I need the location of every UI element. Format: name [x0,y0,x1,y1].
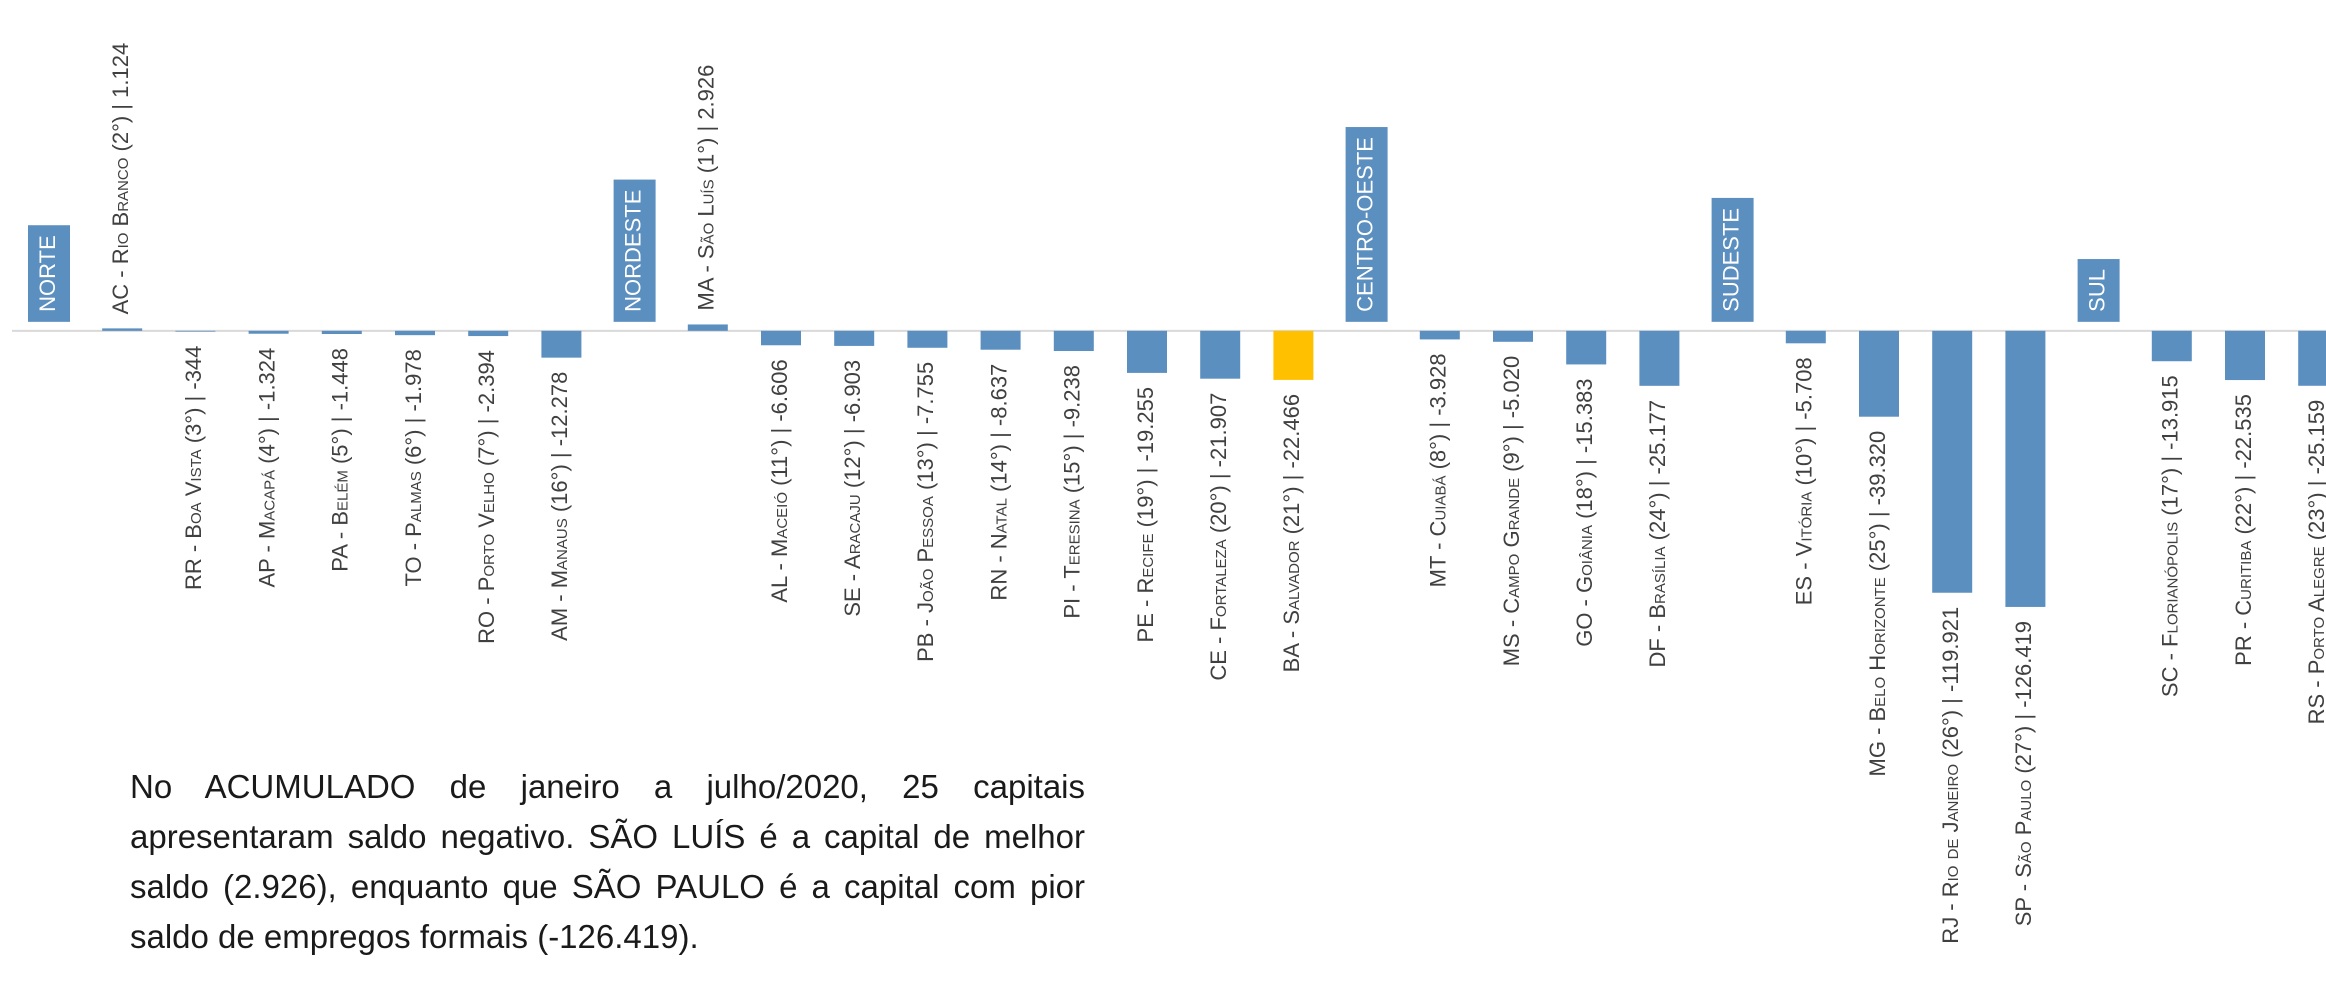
bar [1859,330,1899,417]
bar [1932,330,1973,593]
category-label: PI - Teresina (15°) | -9.238 [1060,365,1085,619]
category-label: RR - Boa Vista (3°) | -344 [181,346,206,590]
bar [1639,330,1680,386]
category-label: AM - Manaus (16°) | -12.278 [547,372,572,641]
category-label: SP - São Paulo (27°) | -126.419 [2011,621,2036,926]
bar [687,324,728,331]
category-label: GO - Goiânia (18°) | -15.383 [1572,378,1597,646]
bar [248,330,289,334]
region-box [613,179,656,322]
category-label: MS - Campo Grande (9°) | -5.020 [1499,356,1524,666]
bar [1273,330,1314,380]
region-label: SUDESTE [1718,208,1743,312]
bar [761,330,801,346]
category-label: AC - Rio Branco (2°) | 1.124 [108,43,133,315]
category-label: RN - Natal (14°) | -8.637 [986,364,1011,601]
bar [1127,330,1167,373]
category-label: AP - Macapá (4°) | -1.324 [254,348,279,588]
category-label: SE - Aracaju (12°) | -6.903 [840,360,865,617]
category-label: DF - Brasília (24°) | -25.177 [1645,400,1670,668]
category-label: RO - Porto Velho (7°) | -2.394 [474,350,499,644]
category-label: SC - Florianópolis (17°) | -13.915 [2158,375,2183,697]
category-label: CE - Fortaleza (20°) | -21.907 [1206,393,1231,681]
region-label: CENTRO-OESTE [1352,137,1377,312]
category-label: ES - Vitória (10°) | -5.708 [1792,357,1817,605]
category-label: PA - Belém (5°) | -1.448 [328,348,353,572]
annotation: No ACUMULADO de janeiro a julho/2020, 25… [130,768,1085,955]
bar [1493,330,1533,342]
category-label: MG - Belo Horizonte (25°) | -39.320 [1865,431,1890,777]
bar [1419,330,1460,340]
region-box [2077,259,2120,322]
bar [1566,330,1607,365]
bar [1053,330,1094,352]
bar [1785,330,1826,344]
bar [395,330,435,336]
category-label: PR - Curitiba (22°) | -22.535 [2231,394,2256,666]
bar [2298,330,2326,386]
bar [2151,330,2192,362]
category-label: BA - Salvador (21°) | -22.466 [1279,394,1304,672]
region-box [1345,127,1388,322]
bar [541,330,582,358]
category-label: RS - Porto Alegre (23°) | -25.159 [2304,400,2326,725]
category-label: MT - Cuiabá (8°) | -3.928 [1426,353,1451,587]
bar [468,330,509,337]
bar [1200,330,1241,379]
category-label: RJ - Rio de Janeiro (26°) | -119.921 [1938,607,1963,944]
category-label: AL - Maceió (11°) | -6.606 [767,359,792,602]
bar [102,328,143,331]
bar [175,330,216,332]
region-label: NORTE [35,235,60,312]
bar [834,330,875,346]
category-label: PE - Recife (19°) | -19.255 [1133,387,1158,643]
category-label: TO - Palmas (6°) | -1.978 [401,349,426,586]
bar [980,330,1021,350]
category-label: PB - João Pessoa (13°) | -7.755 [913,362,938,662]
bar [321,330,362,335]
category-label: MA - São Luís (1°) | 2.926 [694,65,719,311]
region-label: SUL [2084,269,2109,312]
region-box [1711,197,1754,322]
bar [2225,330,2265,381]
region-box [28,225,70,322]
bar [907,330,948,348]
region-label: NORDESTE [620,190,645,312]
bar [2005,330,2046,607]
